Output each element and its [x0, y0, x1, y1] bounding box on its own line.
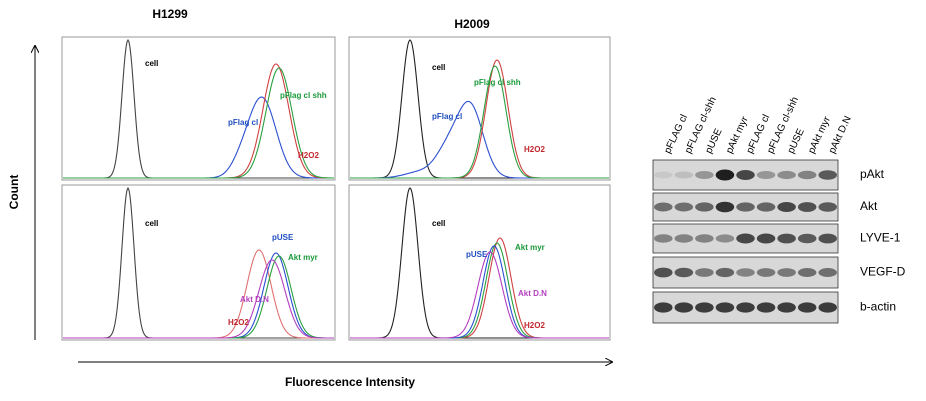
band [797, 233, 817, 244]
histogram-curve [350, 251, 609, 339]
band [674, 234, 694, 243]
label: cell [432, 219, 445, 228]
histograms [61, 36, 611, 341]
cell-line: H2009 [454, 17, 490, 31]
band [736, 202, 755, 212]
label: pFlag cl [228, 118, 258, 127]
band [797, 268, 817, 277]
band [818, 233, 837, 244]
band [818, 302, 837, 313]
band [777, 302, 796, 313]
label: H2O2 [298, 151, 319, 160]
band [715, 234, 735, 243]
band [654, 267, 673, 278]
band [736, 233, 755, 244]
band [736, 268, 755, 277]
band [818, 202, 837, 212]
band [797, 202, 817, 212]
histogram-curve [63, 252, 334, 339]
band [797, 170, 817, 180]
band [777, 170, 796, 180]
band [715, 201, 735, 213]
band [736, 302, 755, 313]
label: cell [145, 59, 158, 68]
band [674, 302, 694, 313]
band [654, 202, 673, 212]
label: Akt D.N [240, 295, 269, 304]
histogram-curve [63, 186, 334, 339]
label: pFlag cl shh [474, 78, 521, 87]
band [695, 234, 714, 243]
band [756, 268, 776, 277]
panel [61, 36, 336, 181]
band [715, 267, 735, 278]
label: pUSE [466, 250, 488, 259]
label: H2O2 [524, 321, 545, 330]
histogram-curve [350, 65, 609, 179]
band [654, 171, 673, 179]
band [818, 170, 837, 180]
band [715, 302, 735, 313]
band [695, 202, 714, 212]
band [654, 302, 673, 313]
histogram-curve [63, 249, 334, 339]
cell-line: H1299 [152, 7, 188, 21]
band [695, 171, 714, 179]
band [654, 234, 673, 243]
row-label: LYVE-1 [860, 231, 901, 245]
label: Akt myr [288, 253, 318, 262]
row-label: b-actin [860, 300, 896, 314]
band [695, 268, 714, 277]
band [797, 302, 817, 313]
band [674, 171, 694, 179]
band [674, 267, 694, 278]
label: Akt myr [515, 243, 545, 252]
label: cell [432, 63, 445, 72]
histogram-curve [350, 245, 609, 339]
row-label: VEGF-D [860, 265, 906, 279]
band [818, 268, 837, 277]
band [777, 202, 796, 212]
band [695, 302, 714, 313]
panel [348, 36, 611, 181]
band [756, 302, 776, 313]
histogram-curve [63, 67, 334, 179]
band [674, 202, 694, 212]
x-axis-label: Fluorescence Intensity [285, 375, 415, 389]
histogram-curve [63, 38, 334, 179]
histogram-curve [350, 187, 609, 339]
curves [63, 38, 609, 339]
row-label: Akt [860, 199, 878, 213]
label: pUSE [272, 233, 294, 242]
lane-label: pUSE [704, 127, 725, 156]
band [715, 169, 735, 181]
panel [348, 184, 611, 341]
band [756, 171, 776, 179]
lane-label: pUSE [786, 127, 807, 156]
histogram-curve [63, 259, 334, 339]
label: H2O2 [524, 145, 545, 154]
label: H2O2 [228, 318, 249, 327]
histogram-curve [63, 255, 334, 339]
histogram-curve [63, 96, 334, 179]
band [777, 233, 796, 244]
band [756, 233, 776, 244]
histogram-curve [350, 39, 609, 179]
label: pFlag cl [432, 112, 462, 121]
row-label: pAkt [860, 167, 885, 181]
histogram-curve [350, 100, 609, 179]
label: Akt D.N [518, 289, 547, 298]
panel-labels: cell pFlag cl pFlag cl shh H2O2 cell pFl… [145, 59, 547, 330]
y-axis-label: Count [7, 175, 21, 210]
label: pFlag cl shh [280, 91, 327, 100]
panel [61, 184, 336, 341]
label: cell [145, 219, 158, 228]
band [756, 202, 776, 212]
band [777, 268, 796, 277]
band [736, 170, 755, 180]
